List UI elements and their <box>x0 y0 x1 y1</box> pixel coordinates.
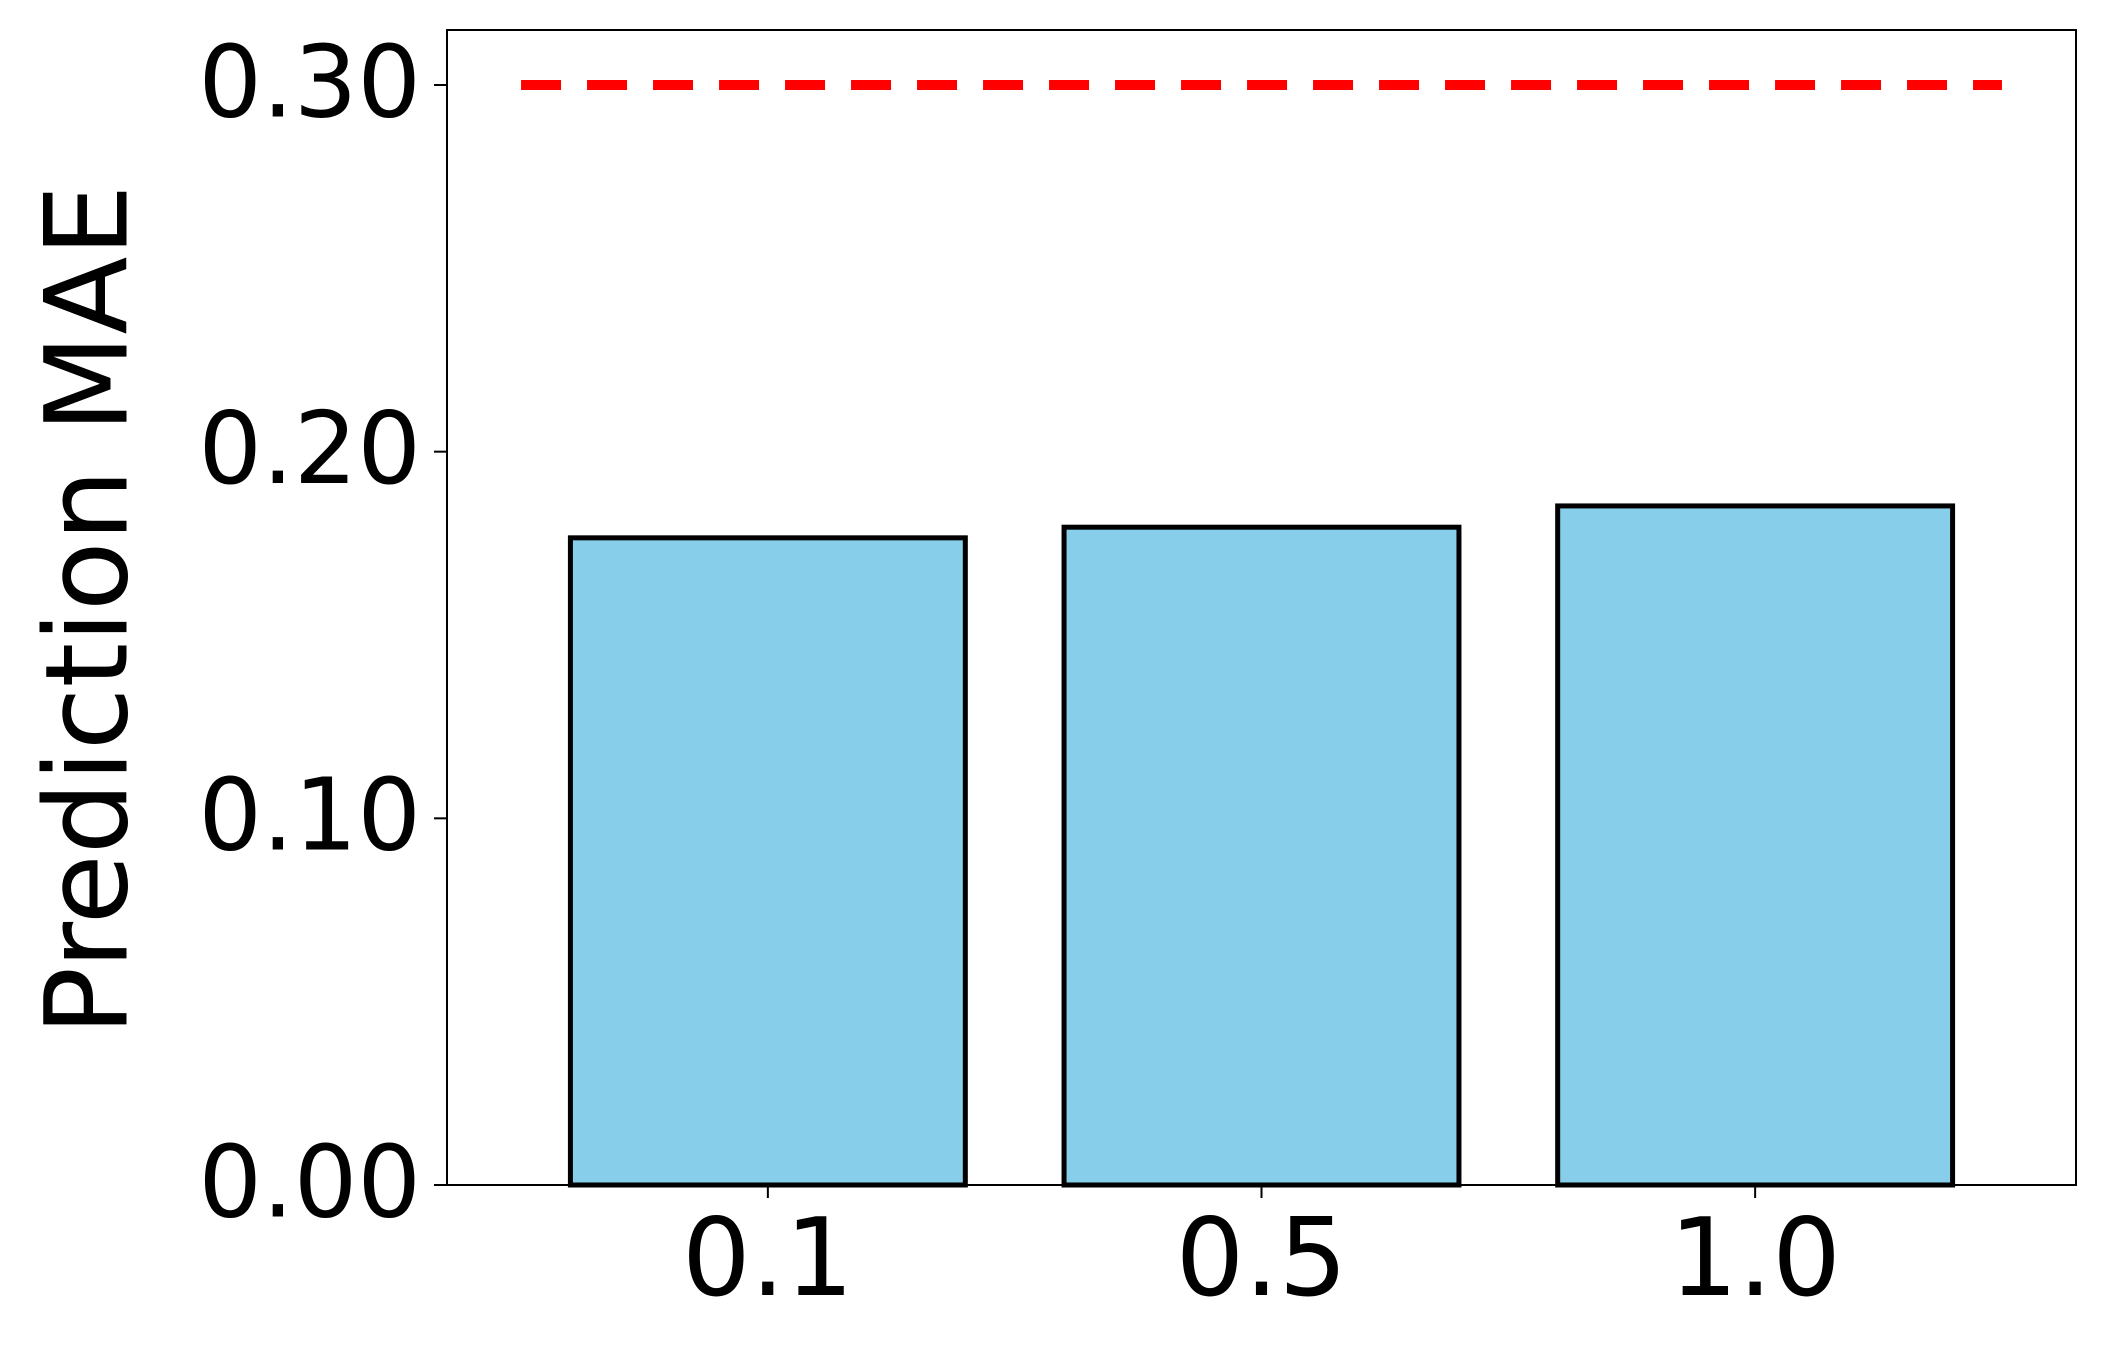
x-tick-label: 0.5 <box>1176 1196 1348 1321</box>
x-tick-label: 1.0 <box>1669 1196 1841 1321</box>
y-tick-label: 0.10 <box>198 757 421 874</box>
x-tick-label: 0.1 <box>682 1196 854 1321</box>
plot-frame <box>446 29 2077 1186</box>
bar <box>1061 524 1462 1188</box>
bar <box>567 535 968 1188</box>
y-tick-label: 0.00 <box>198 1123 421 1240</box>
y-axis-label: Prediction MAE <box>20 185 153 1036</box>
y-tick-label: 0.20 <box>198 390 421 507</box>
bar <box>1555 503 1956 1188</box>
y-tick-label: 0.30 <box>198 23 421 140</box>
